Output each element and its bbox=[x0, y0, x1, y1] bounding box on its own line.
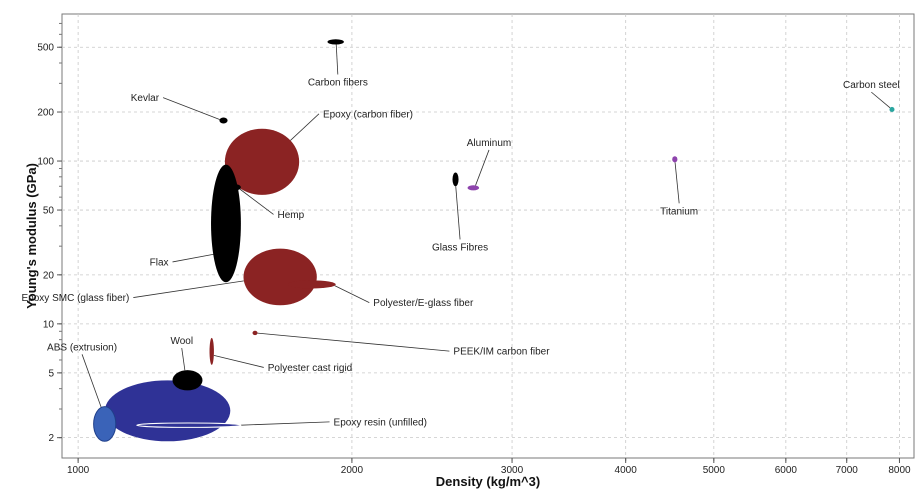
region-polyester-cast-rigid bbox=[209, 337, 214, 365]
label-wool: Wool bbox=[170, 336, 193, 347]
leader-titanium bbox=[674, 162, 680, 204]
leader-epoxy-carbon-fiber bbox=[290, 113, 320, 141]
label-polyester-cast-rigid: Polyester cast rigid bbox=[268, 363, 352, 374]
leader-carbon-steel bbox=[871, 91, 891, 109]
y-tick-label: 100 bbox=[37, 157, 54, 168]
y-tick-label: 2 bbox=[48, 433, 54, 444]
leader-abs-extrusion bbox=[81, 354, 102, 408]
y-tick-label: 20 bbox=[43, 270, 55, 281]
label-kevlar: Kevlar bbox=[131, 93, 160, 104]
y-tick-label: 10 bbox=[43, 319, 55, 330]
region-epoxy-resin-unfilled bbox=[136, 422, 242, 428]
leader-epoxy-resin-unfilled bbox=[240, 421, 330, 426]
y-tick-label: 500 bbox=[37, 43, 54, 54]
y-tick-labels: 2 5 10 20 50 100 200 500 bbox=[37, 43, 62, 444]
label-epoxy-smc-glass-fiber: Epoxy SMC (glass fiber) bbox=[22, 293, 130, 304]
region-polymer-region bbox=[104, 380, 231, 442]
region-epoxy-carbon-fiber bbox=[224, 128, 300, 195]
plot-background bbox=[61, 13, 915, 459]
x-tick-label: 7000 bbox=[836, 465, 859, 476]
x-tick-label: 2000 bbox=[341, 465, 364, 476]
leader-polyester-e-glass-fiber bbox=[334, 285, 370, 303]
x-tick-label: 5000 bbox=[703, 465, 726, 476]
leader-flax bbox=[172, 253, 214, 263]
region-carbon-steel bbox=[889, 106, 895, 113]
y-axis-title: Young's modulus (GPa) bbox=[24, 163, 39, 309]
region-aluminum bbox=[467, 185, 480, 191]
region-peek-im-carbon-fiber bbox=[252, 330, 258, 336]
x-tick-label: 4000 bbox=[615, 465, 638, 476]
y-tick-label: 200 bbox=[37, 108, 54, 119]
region-titanium bbox=[672, 156, 678, 163]
x-axis-title: Density (kg/m^3) bbox=[436, 474, 540, 489]
leader-glass-fibres bbox=[455, 186, 461, 240]
region-glass-fibres bbox=[452, 172, 459, 187]
leader-wool bbox=[181, 348, 186, 371]
label-epoxy-resin-unfilled: Epoxy resin (unfilled) bbox=[334, 417, 427, 428]
label-carbon-fibers: Carbon fibers bbox=[308, 78, 368, 89]
leader-hemp bbox=[239, 188, 274, 215]
label-glass-fibres: Glass Fibres bbox=[432, 242, 488, 253]
x-tick-label: 8000 bbox=[888, 465, 911, 476]
region-kevlar bbox=[219, 117, 228, 124]
label-flax: Flax bbox=[150, 257, 169, 268]
leader-epoxy-smc-glass-fiber bbox=[133, 280, 244, 298]
region-wool bbox=[172, 370, 203, 391]
label-peek-im-carbon-fiber: PEEK/IM carbon fiber bbox=[453, 347, 550, 358]
x-tick-label: 3000 bbox=[501, 465, 524, 476]
x-tick-labels: 1000 2000 3000 4000 5000 6000 7000 8000 bbox=[67, 458, 911, 476]
material-labels: Epoxy (carbon fiber) Epoxy SMC (glass fib… bbox=[22, 78, 900, 429]
leader-aluminum bbox=[475, 149, 490, 186]
label-hemp: Hemp bbox=[278, 210, 305, 221]
label-titanium: Titanium bbox=[660, 206, 698, 217]
region-epoxy-smc-glass-fiber bbox=[243, 248, 317, 306]
leader-lines bbox=[81, 44, 891, 426]
region-hemp bbox=[230, 184, 241, 191]
material-regions bbox=[93, 39, 895, 442]
y-tick-label: 50 bbox=[43, 206, 55, 217]
y-tick-label: 5 bbox=[48, 368, 54, 379]
region-abs-extrusion bbox=[93, 406, 117, 442]
x-tick-label: 1000 bbox=[67, 465, 90, 476]
region-flax bbox=[211, 164, 241, 283]
label-polyester-e-glass-fiber: Polyester/E-glass fiber bbox=[373, 298, 474, 309]
region-polyester-e-glass-fiber bbox=[287, 280, 336, 289]
leader-peek-im-carbon-fiber bbox=[257, 332, 450, 352]
leader-polyester-cast-rigid bbox=[213, 354, 264, 368]
leader-kevlar bbox=[162, 97, 220, 120]
grid bbox=[62, 14, 914, 458]
x-tick-label: 6000 bbox=[775, 465, 798, 476]
label-epoxy-carbon-fiber: Epoxy (carbon fiber) bbox=[323, 109, 413, 120]
label-abs-extrusion: ABS (extrusion) bbox=[47, 342, 117, 353]
label-carbon-steel: Carbon steel bbox=[843, 80, 900, 91]
region-carbon-fibers bbox=[327, 39, 344, 45]
leader-carbon-fibers bbox=[335, 44, 339, 75]
label-aluminum: Aluminum bbox=[467, 138, 511, 149]
